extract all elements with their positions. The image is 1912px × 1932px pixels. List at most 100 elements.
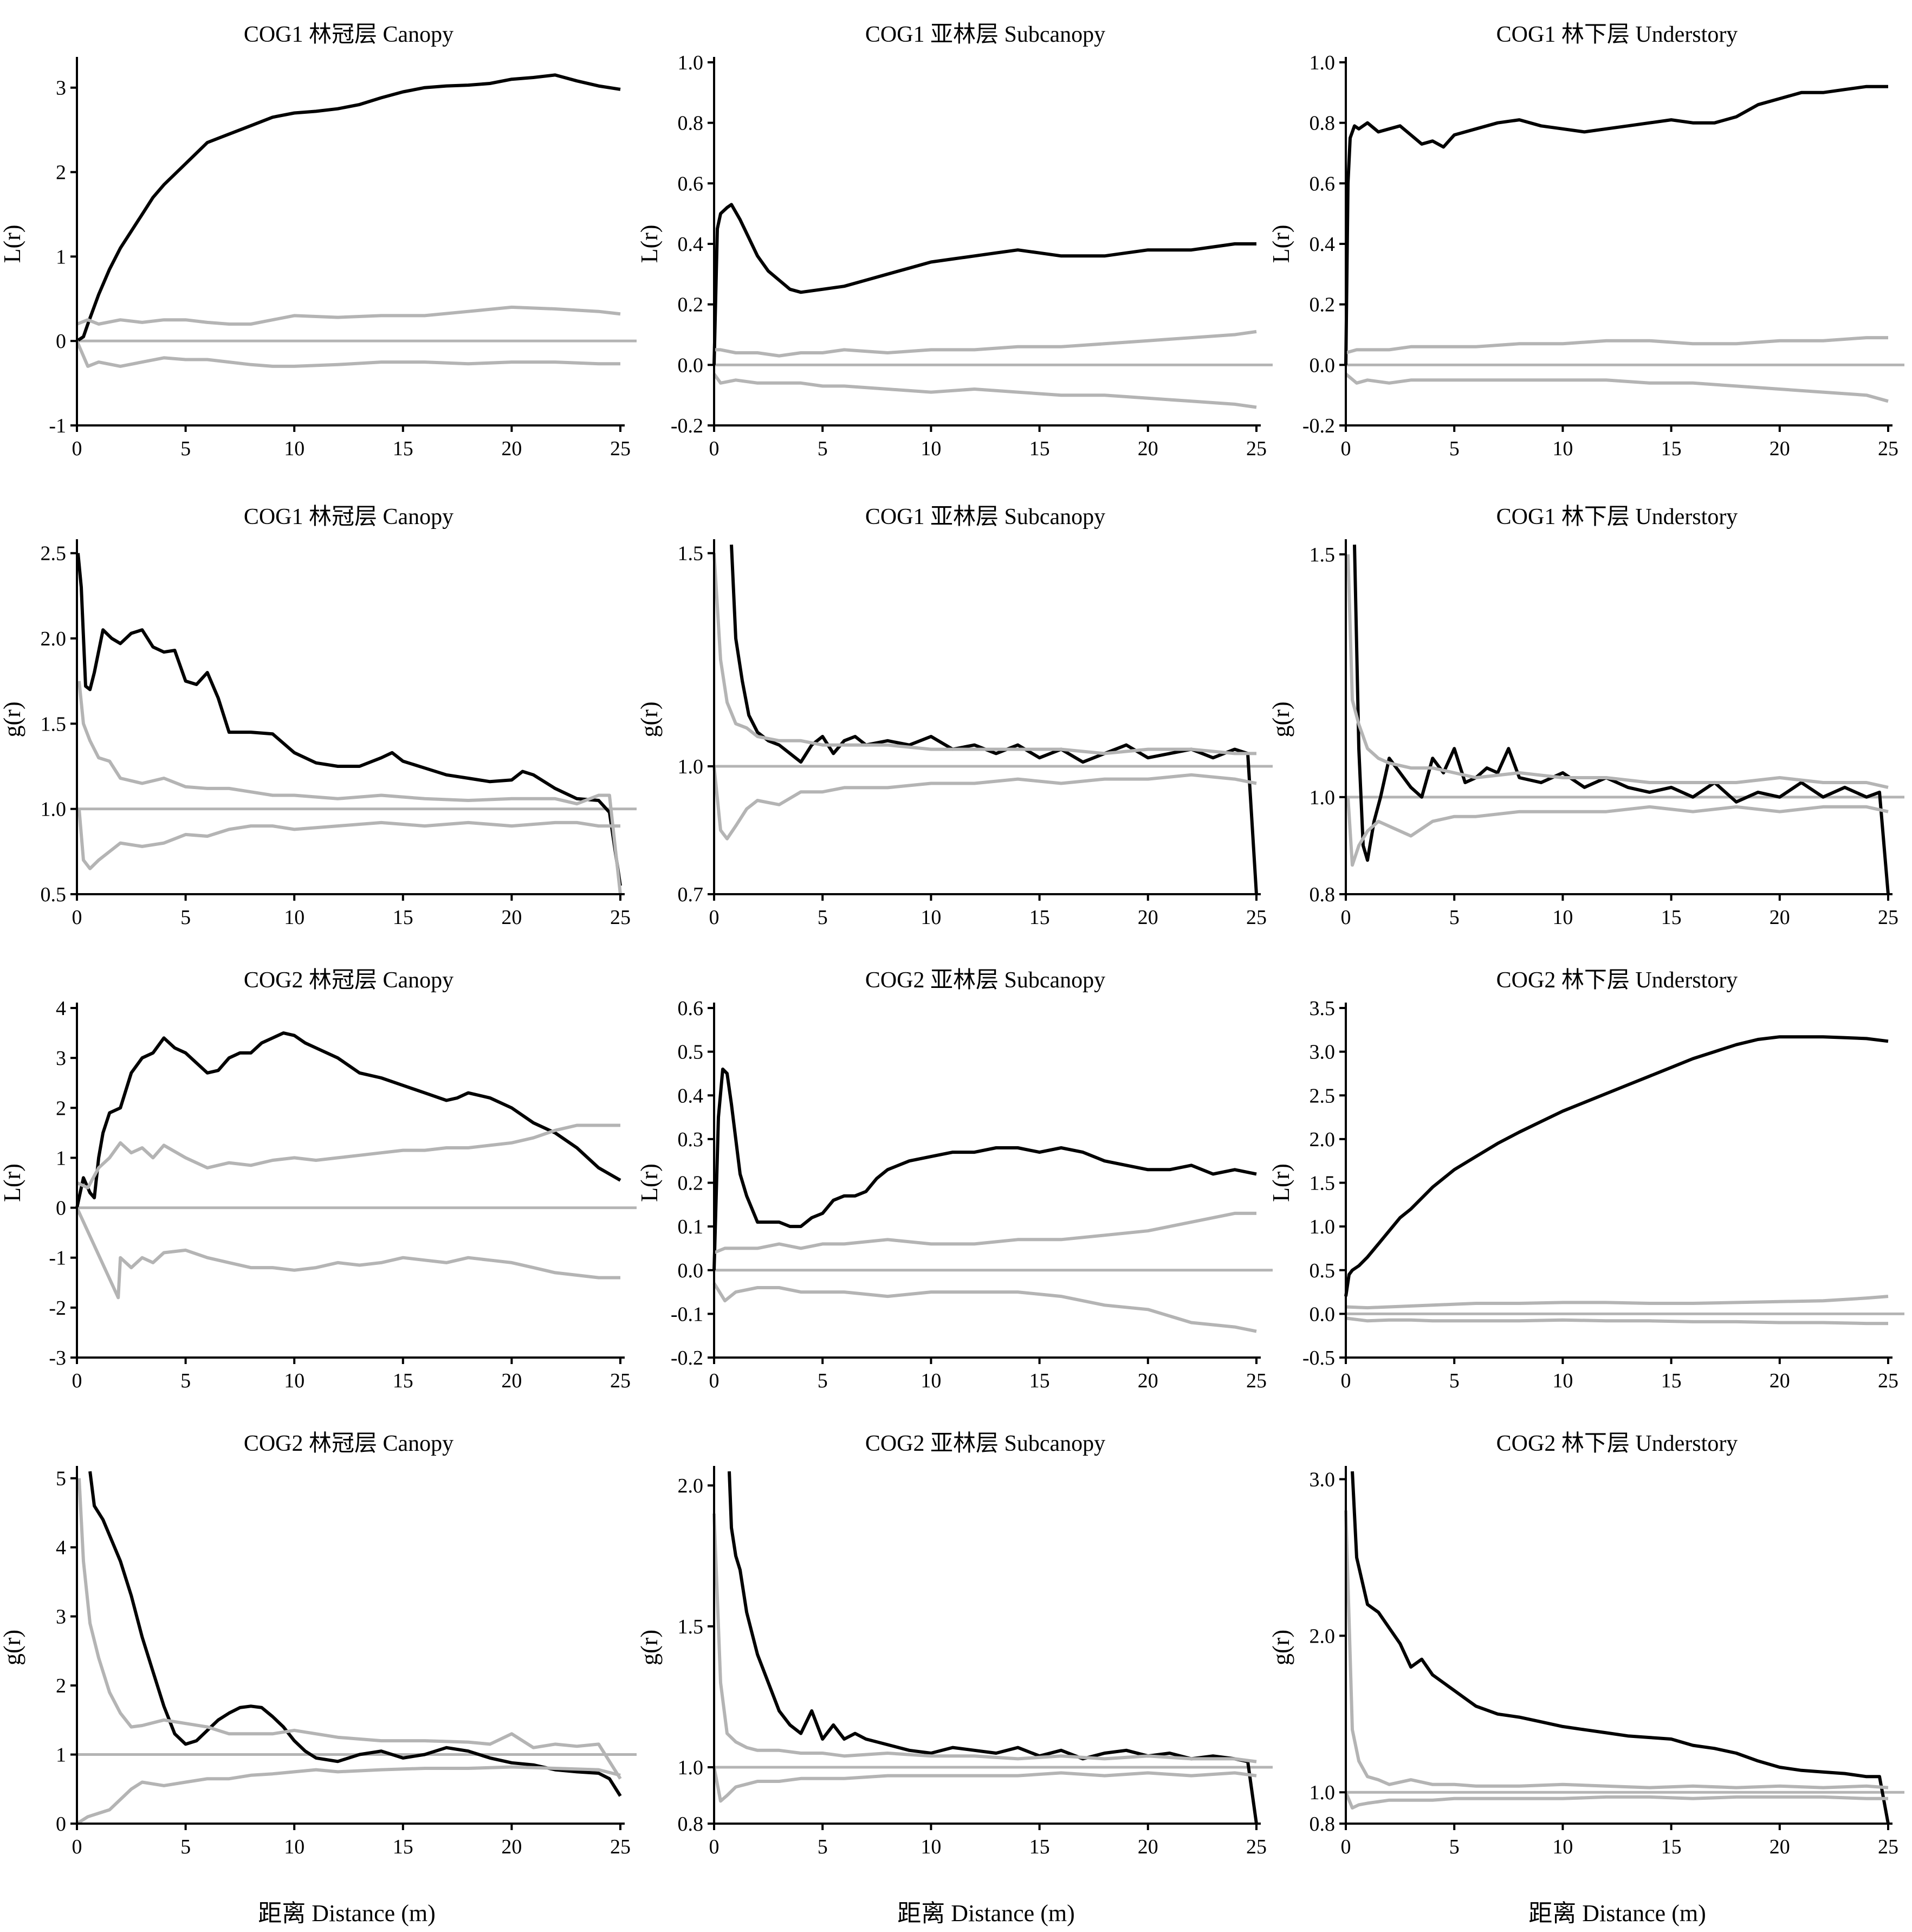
x-tick-label: 10 (1552, 906, 1573, 929)
x-tick-label: 5 (180, 1369, 191, 1392)
y-tick-label: 0.0 (678, 354, 704, 377)
panel-11: COG2 亚林层 Subcanopy 0.8 1.0 1.5 2.0 0 5 10 15 20 25… (636, 1431, 1273, 1858)
observed-line (76, 553, 622, 886)
panel-title: COG1 亚林层 Subcanopy (865, 505, 1105, 529)
x-tick-label: 0 (1341, 437, 1351, 460)
y-axis-label: L(r) (0, 1164, 25, 1202)
panel-4: COG1 林冠层 Canopy 0.5 1.0 1.5 2.0 2.5 0 5 10 15 20 25… (0, 505, 637, 929)
panel-8: COG2 亚林层 Subcanopy -0.2 -0.1 0.0 0.1 0.2 0.3 0.… (636, 968, 1273, 1392)
y-tick-label: 0.6 (1310, 172, 1336, 195)
observed-line (730, 544, 1258, 895)
observed-line (1344, 85, 1888, 365)
x-tick-label: 0 (709, 1369, 720, 1392)
x-tick-label: 20 (501, 906, 522, 929)
y-axis-label: g(r) (1268, 1630, 1294, 1665)
x-tick-label: 25 (1878, 1369, 1898, 1392)
panel-title: COG1 林下层 Understory (1496, 505, 1738, 529)
y-axis-label: g(r) (0, 702, 25, 738)
x-tick-label: 20 (1138, 906, 1158, 929)
panel-title: COG2 林冠层 Canopy (244, 1431, 453, 1456)
upper-envelope-line (76, 305, 621, 326)
y-tick-label: -0.2 (671, 415, 703, 437)
y-tick-label: 3.0 (1310, 1041, 1336, 1064)
x-tick-label: 10 (1552, 437, 1573, 460)
y-axis-label: g(r) (0, 1630, 25, 1665)
x-tick-label: 25 (610, 906, 631, 929)
x-tick-label: 25 (610, 1369, 631, 1392)
lower-envelope-line (712, 766, 1257, 841)
y-tick-label: 1.5 (678, 542, 704, 565)
panel-title: COG2 亚林层 Subcanopy (865, 1431, 1105, 1456)
y-tick-label: 3.5 (1310, 997, 1336, 1020)
panel-title: COG1 林下层 Understory (1496, 22, 1738, 47)
y-tick-label: 0.2 (678, 1172, 704, 1195)
upper-envelope-line (1345, 1295, 1889, 1310)
x-axis-label-col3: 距离 Distance (m) (1528, 1900, 1706, 1927)
y-tick-label: 0.2 (678, 294, 704, 316)
y-tick-label: 1.0 (1310, 1216, 1336, 1238)
y-tick-label: 0.6 (678, 997, 704, 1020)
x-tick-label: 20 (501, 1836, 522, 1858)
y-tick-label: 0.6 (678, 172, 704, 195)
y-tick-label: 0 (56, 1813, 66, 1836)
y-tick-label: 0.0 (1310, 354, 1336, 377)
panel-title: COG2 林冠层 Canopy (244, 968, 453, 993)
panel-title: COG1 林冠层 Canopy (244, 505, 453, 529)
x-tick-label: 10 (284, 906, 304, 929)
y-tick-label: 3 (56, 1047, 66, 1070)
y-tick-label: 0.5 (1310, 1259, 1336, 1282)
panel-title: COG2 林下层 Understory (1496, 968, 1738, 993)
y-tick-label: 5 (56, 1468, 66, 1490)
x-tick-label: 0 (72, 906, 82, 929)
x-tick-label: 15 (1661, 906, 1682, 929)
y-tick-label: 0 (56, 1197, 66, 1220)
upper-envelope-line (1345, 336, 1888, 354)
y-tick-label: 0.7 (678, 883, 704, 906)
upper-envelope-line (1344, 1510, 1889, 1789)
x-tick-label: 25 (1246, 1836, 1267, 1858)
x-tick-label: 0 (1341, 1836, 1351, 1858)
panel-5: COG1 亚林层 Subcanopy 0.7 1.0 1.5 0 5 10 15 20 25 g(r… (636, 505, 1273, 929)
x-tick-label: 15 (1029, 906, 1050, 929)
observed-line (1351, 1471, 1890, 1824)
y-tick-label: 0.0 (1310, 1303, 1336, 1326)
x-tick-label: 0 (1341, 1369, 1351, 1392)
x-tick-label: 15 (1661, 1369, 1682, 1392)
y-tick-label: 1 (56, 1147, 66, 1169)
panel-12: COG2 林下层 Understory 0.8 1.0 2.0 3.0 0 5 10 15 20 2… (1268, 1431, 1904, 1858)
y-tick-label: 3 (56, 1606, 66, 1629)
y-tick-label: -0.2 (671, 1347, 703, 1369)
x-tick-label: 5 (1449, 437, 1460, 460)
panel-title: COG2 亚林层 Subcanopy (865, 968, 1105, 993)
upper-envelope-line (1346, 554, 1889, 789)
y-tick-label: 1 (56, 1744, 66, 1767)
y-tick-label: 2.0 (1310, 1625, 1336, 1647)
x-tick-label: 15 (1029, 1369, 1050, 1392)
panel-title: COG1 林冠层 Canopy (244, 22, 453, 47)
y-tick-label: 2 (56, 161, 66, 184)
x-tick-label: 20 (501, 437, 522, 460)
x-tick-label: 20 (1770, 906, 1790, 929)
upper-envelope-line (77, 681, 622, 895)
y-tick-label: 3.0 (1310, 1468, 1336, 1491)
panel-title: COG1 亚林层 Subcanopy (865, 22, 1105, 47)
y-tick-label: 0 (56, 330, 66, 353)
y-tick-label: 0.1 (678, 1216, 704, 1238)
y-axis-label: L(r) (636, 225, 663, 263)
x-tick-label: 10 (921, 437, 941, 460)
x-tick-label: 25 (1878, 1836, 1898, 1858)
x-tick-label: 15 (1029, 437, 1050, 460)
x-tick-label: 5 (818, 1369, 828, 1392)
y-tick-label: -1 (49, 1247, 66, 1270)
y-tick-label: 2.0 (678, 1475, 704, 1497)
y-axis-label: g(r) (1268, 702, 1294, 738)
x-tick-label: 15 (393, 906, 413, 929)
y-tick-label: -0.1 (671, 1303, 703, 1326)
x-tick-label: 15 (1661, 437, 1682, 460)
lower-envelope-line (712, 1767, 1257, 1803)
lower-envelope-line (77, 809, 620, 870)
panel-1: COG1 林冠层 Canopy -1 0 1 2 3 0 5 10 15 20 25 L(r) (0, 22, 637, 460)
y-axis-label: L(r) (1268, 1164, 1294, 1202)
y-tick-label: -1 (49, 415, 66, 437)
